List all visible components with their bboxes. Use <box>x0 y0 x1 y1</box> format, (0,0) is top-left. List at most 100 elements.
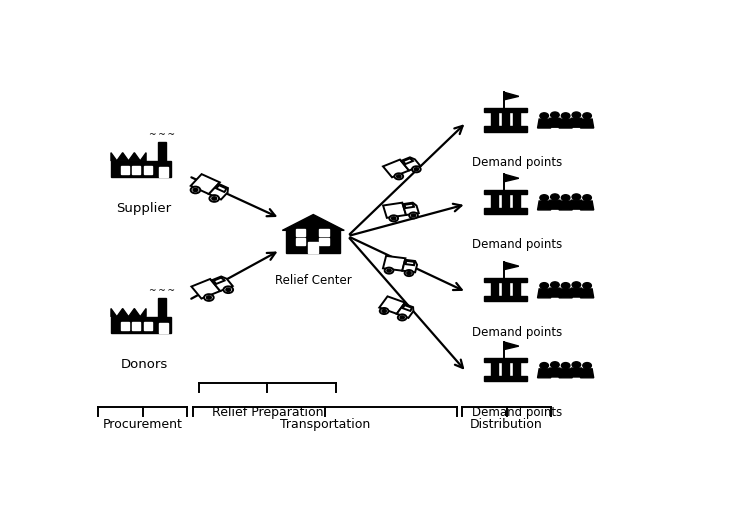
Polygon shape <box>570 368 583 377</box>
Polygon shape <box>320 229 329 236</box>
Circle shape <box>405 270 414 276</box>
Polygon shape <box>559 119 572 128</box>
Text: Distribution: Distribution <box>470 418 543 431</box>
Polygon shape <box>580 369 593 378</box>
Polygon shape <box>559 201 572 210</box>
Polygon shape <box>283 214 344 230</box>
Polygon shape <box>132 166 140 174</box>
Text: ~ ~ ~: ~ ~ ~ <box>149 130 175 139</box>
Polygon shape <box>513 112 520 126</box>
Polygon shape <box>513 281 520 296</box>
Polygon shape <box>548 368 562 377</box>
Circle shape <box>226 288 231 291</box>
Polygon shape <box>159 323 168 333</box>
Text: Procurement: Procurement <box>103 418 183 431</box>
Polygon shape <box>216 185 226 192</box>
Polygon shape <box>548 200 562 209</box>
Circle shape <box>398 315 406 320</box>
Polygon shape <box>121 166 129 174</box>
Text: Donors: Donors <box>121 358 168 371</box>
Circle shape <box>583 363 591 368</box>
Polygon shape <box>570 288 583 297</box>
Polygon shape <box>570 118 583 127</box>
Polygon shape <box>192 279 221 298</box>
Circle shape <box>209 195 219 202</box>
Circle shape <box>193 188 198 192</box>
Polygon shape <box>484 108 527 112</box>
Polygon shape <box>504 92 519 100</box>
Polygon shape <box>484 208 527 214</box>
Polygon shape <box>405 203 414 208</box>
Polygon shape <box>191 174 220 194</box>
Circle shape <box>540 363 548 368</box>
Circle shape <box>223 286 233 293</box>
Circle shape <box>572 362 581 368</box>
Text: Demand points: Demand points <box>472 156 562 169</box>
Polygon shape <box>383 256 406 271</box>
Polygon shape <box>484 358 527 362</box>
Circle shape <box>212 197 217 200</box>
Polygon shape <box>491 361 498 376</box>
Polygon shape <box>111 153 146 161</box>
Polygon shape <box>380 296 405 314</box>
Polygon shape <box>491 194 498 208</box>
Polygon shape <box>570 200 583 209</box>
Polygon shape <box>580 289 593 298</box>
Circle shape <box>562 195 570 201</box>
Circle shape <box>540 283 548 289</box>
Circle shape <box>389 215 398 222</box>
Circle shape <box>572 282 581 288</box>
Polygon shape <box>559 369 572 378</box>
Polygon shape <box>548 118 562 127</box>
Polygon shape <box>383 159 409 177</box>
Polygon shape <box>158 142 166 161</box>
Polygon shape <box>513 194 520 208</box>
Polygon shape <box>403 158 413 164</box>
Polygon shape <box>212 277 232 291</box>
Circle shape <box>397 175 401 178</box>
Polygon shape <box>537 201 551 210</box>
Polygon shape <box>403 305 411 311</box>
Polygon shape <box>580 119 593 128</box>
Polygon shape <box>406 261 414 265</box>
Circle shape <box>562 363 570 368</box>
Polygon shape <box>214 278 224 284</box>
Circle shape <box>385 268 394 274</box>
Circle shape <box>551 112 559 118</box>
Polygon shape <box>513 361 520 376</box>
Polygon shape <box>144 166 152 174</box>
Circle shape <box>551 362 559 368</box>
Polygon shape <box>111 161 172 177</box>
Circle shape <box>382 309 386 312</box>
Circle shape <box>572 112 581 118</box>
Polygon shape <box>537 119 551 128</box>
Polygon shape <box>286 230 340 253</box>
Text: Supplier: Supplier <box>117 202 172 215</box>
Polygon shape <box>158 298 166 317</box>
Polygon shape <box>491 281 498 296</box>
Text: Relief Center: Relief Center <box>275 274 351 287</box>
Circle shape <box>380 308 388 314</box>
Circle shape <box>562 283 570 289</box>
Polygon shape <box>484 296 527 302</box>
Circle shape <box>583 113 591 119</box>
Text: Demand points: Demand points <box>472 326 562 339</box>
Polygon shape <box>559 289 572 298</box>
Circle shape <box>540 195 548 201</box>
Polygon shape <box>504 174 519 182</box>
Circle shape <box>387 269 391 272</box>
Polygon shape <box>111 308 146 317</box>
Polygon shape <box>502 112 509 126</box>
Circle shape <box>411 214 416 217</box>
Circle shape <box>551 282 559 288</box>
Circle shape <box>562 113 570 119</box>
Circle shape <box>409 212 418 218</box>
Polygon shape <box>296 238 305 245</box>
Circle shape <box>407 271 411 275</box>
Polygon shape <box>580 201 593 210</box>
Polygon shape <box>383 202 406 218</box>
Polygon shape <box>484 376 527 381</box>
Polygon shape <box>537 289 551 298</box>
Polygon shape <box>159 167 168 177</box>
Polygon shape <box>403 260 417 272</box>
